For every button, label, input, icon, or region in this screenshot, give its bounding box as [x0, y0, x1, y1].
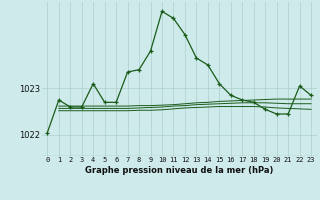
X-axis label: Graphe pression niveau de la mer (hPa): Graphe pression niveau de la mer (hPa) — [85, 166, 273, 175]
